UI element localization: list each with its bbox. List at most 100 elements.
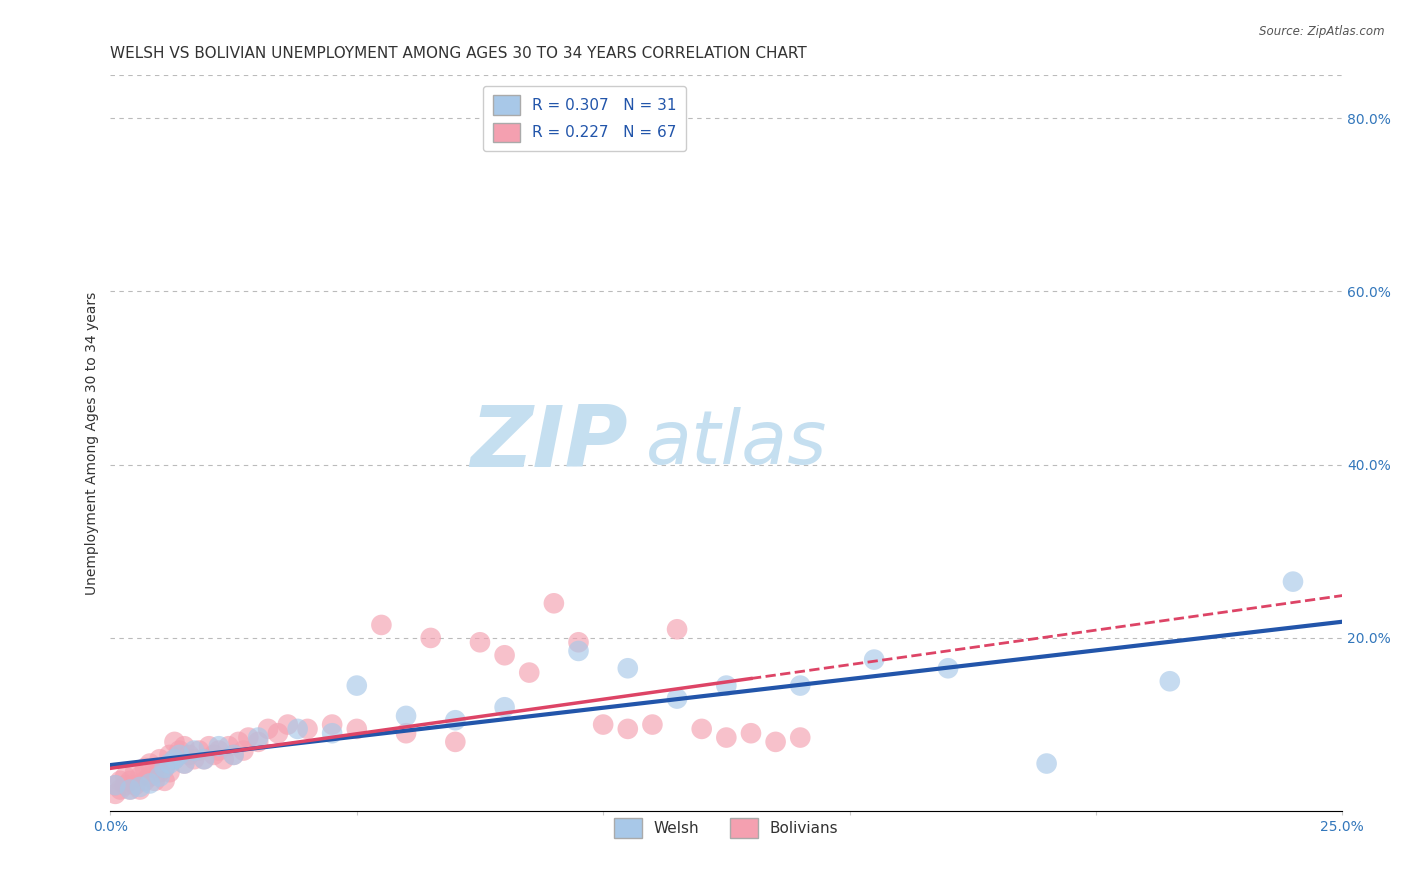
Point [228, 735, 250, 749]
Point [641, 717, 664, 731]
Point [218, 739, 240, 754]
Point [592, 717, 614, 731]
Point [444, 735, 467, 749]
Point [257, 722, 280, 736]
Point [120, 782, 142, 797]
Point [690, 722, 713, 736]
Point [139, 756, 162, 771]
Point [419, 631, 441, 645]
Point [567, 635, 589, 649]
Point [232, 743, 254, 757]
Point [129, 770, 152, 784]
Point [183, 752, 205, 766]
Point [173, 739, 195, 754]
Point [617, 661, 640, 675]
Point [543, 596, 565, 610]
Point [202, 747, 225, 762]
Point [247, 735, 270, 749]
Point [104, 787, 127, 801]
Point [114, 778, 136, 792]
Point [183, 743, 205, 757]
Point [370, 618, 392, 632]
Point [110, 782, 132, 797]
Point [124, 765, 146, 780]
Point [153, 773, 176, 788]
Point [124, 778, 146, 792]
Point [169, 747, 191, 762]
Point [277, 717, 299, 731]
Y-axis label: Unemployment Among Ages 30 to 34 years: Unemployment Among Ages 30 to 34 years [86, 292, 100, 595]
Point [789, 731, 811, 745]
Point [567, 644, 589, 658]
Point [494, 700, 516, 714]
Point [104, 778, 127, 792]
Point [936, 661, 959, 675]
Point [153, 761, 176, 775]
Point [716, 731, 738, 745]
Point [143, 761, 166, 775]
Point [198, 739, 221, 754]
Point [129, 782, 152, 797]
Point [208, 743, 231, 757]
Point [129, 780, 152, 794]
Point [188, 743, 211, 757]
Point [765, 735, 787, 749]
Point [159, 747, 181, 762]
Point [110, 773, 132, 788]
Point [104, 778, 127, 792]
Point [789, 679, 811, 693]
Point [617, 722, 640, 736]
Point [173, 756, 195, 771]
Point [212, 752, 235, 766]
Point [716, 679, 738, 693]
Point [134, 761, 156, 775]
Point [395, 726, 418, 740]
Point [1159, 674, 1181, 689]
Point [468, 635, 491, 649]
Point [444, 713, 467, 727]
Point [740, 726, 762, 740]
Point [120, 782, 142, 797]
Text: atlas: atlas [647, 407, 828, 479]
Point [169, 743, 191, 757]
Point [163, 752, 186, 766]
Point [149, 752, 172, 766]
Point [193, 752, 215, 766]
Point [208, 739, 231, 754]
Point [297, 722, 319, 736]
Point [346, 679, 368, 693]
Point [149, 765, 172, 780]
Point [134, 773, 156, 788]
Point [143, 773, 166, 788]
Point [395, 709, 418, 723]
Point [159, 765, 181, 780]
Point [267, 726, 290, 740]
Point [159, 756, 181, 771]
Point [1282, 574, 1305, 589]
Point [120, 773, 142, 788]
Text: WELSH VS BOLIVIAN UNEMPLOYMENT AMONG AGES 30 TO 34 YEARS CORRELATION CHART: WELSH VS BOLIVIAN UNEMPLOYMENT AMONG AGE… [111, 46, 807, 62]
Point [149, 770, 172, 784]
Text: Source: ZipAtlas.com: Source: ZipAtlas.com [1260, 25, 1385, 38]
Point [666, 622, 689, 636]
Point [863, 652, 886, 666]
Point [321, 717, 343, 731]
Point [222, 747, 245, 762]
Point [287, 722, 309, 736]
Point [494, 648, 516, 663]
Point [346, 722, 368, 736]
Point [321, 726, 343, 740]
Point [139, 770, 162, 784]
Point [114, 770, 136, 784]
Point [247, 731, 270, 745]
Legend: Welsh, Bolivians: Welsh, Bolivians [609, 813, 845, 844]
Point [139, 776, 162, 790]
Point [163, 752, 186, 766]
Point [193, 752, 215, 766]
Point [173, 756, 195, 771]
Point [179, 747, 201, 762]
Point [666, 691, 689, 706]
Point [238, 731, 260, 745]
Point [153, 761, 176, 775]
Point [163, 735, 186, 749]
